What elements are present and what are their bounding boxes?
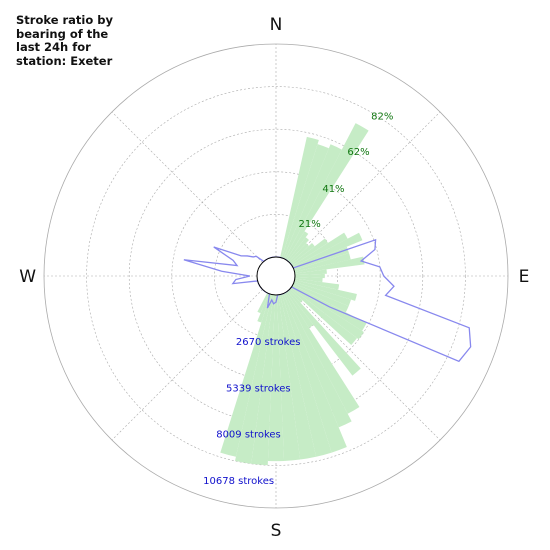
ratio-tick-label: 82%	[371, 111, 393, 122]
ratio-bar	[267, 294, 285, 462]
ratio-bar	[292, 232, 363, 269]
ratio-bar	[286, 231, 309, 261]
ratio-bar	[251, 294, 276, 466]
ratio-bar	[257, 292, 269, 314]
polar-grid	[43, 43, 509, 509]
ratio-tick-label: 62%	[347, 147, 369, 158]
ratio-bar	[291, 238, 328, 266]
ratio-bar	[280, 136, 319, 258]
ratio-bar	[294, 278, 340, 290]
ratio-bar	[284, 123, 369, 260]
ratio-bar	[294, 252, 351, 272]
ratio-bar	[292, 283, 349, 313]
ratio-bar	[292, 232, 348, 268]
stroke-tick-label: 10678 strokes	[203, 476, 274, 487]
ratio-bar	[294, 280, 357, 301]
stroke-tick-label: 5339 strokes	[226, 383, 291, 394]
tick-labels: 21% 41% 62% 82% 2670 strokes 5339 strokes 8009…	[203, 111, 393, 487]
ratio-bar	[290, 287, 357, 345]
ratio-bar	[294, 273, 325, 279]
ratio-bar	[281, 293, 347, 453]
ratio-bar	[281, 144, 329, 259]
stroke-tick-label: 8009 strokes	[216, 430, 281, 441]
ratio-bar	[294, 269, 327, 276]
ratio-bar	[280, 294, 332, 457]
ratio-bar	[278, 294, 317, 460]
ratio-bar	[286, 291, 314, 328]
center-circle	[256, 256, 296, 296]
stroke-tick-label: 2670 strokes	[236, 337, 301, 348]
ratio-bar	[291, 286, 364, 340]
compass-label-north: N	[270, 15, 283, 35]
ratio-bar	[257, 293, 271, 323]
ratio-bar	[288, 288, 303, 303]
ratio-bar	[290, 243, 315, 265]
compass-label-south: S	[271, 521, 282, 541]
ratio-bar	[294, 256, 365, 274]
grid-spoke	[111, 289, 263, 441]
ratio-bar	[288, 243, 309, 264]
ratio-bar	[276, 294, 301, 461]
ratio-bar	[294, 276, 323, 283]
ratio-bar	[220, 294, 272, 457]
grid-spoke	[111, 111, 263, 263]
ratio-bar	[287, 237, 309, 262]
ratio-bar	[293, 281, 352, 307]
ratio-bar	[283, 292, 352, 428]
ratio-bar	[235, 294, 274, 464]
grid-spoke	[289, 111, 441, 263]
ratio-bars	[220, 123, 369, 466]
chart-title: Stroke ratio by bearing of the last 24h …	[16, 13, 113, 68]
grid-ring	[128, 128, 424, 424]
ratio-tick-label: 41%	[322, 184, 344, 195]
compass-label-east: E	[519, 267, 530, 287]
grid-ring	[86, 86, 466, 466]
ratio-bar	[283, 144, 342, 260]
ratio-tick-label: 21%	[299, 219, 321, 230]
grid-spoke	[289, 289, 441, 441]
ratio-bar	[287, 290, 361, 376]
compass-label-west: W	[19, 267, 36, 287]
ratio-bar	[284, 292, 360, 414]
